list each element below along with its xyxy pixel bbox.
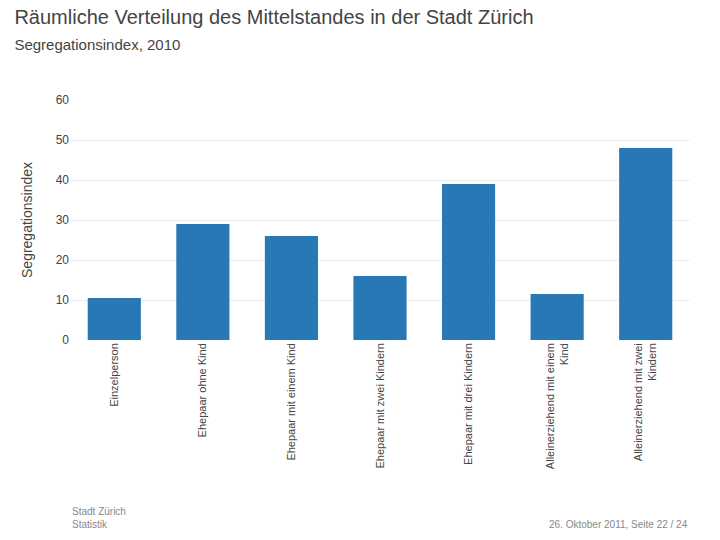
svg-text:10: 10	[56, 293, 70, 307]
svg-text:60: 60	[56, 93, 70, 107]
svg-text:20: 20	[56, 253, 70, 267]
svg-text:Alleinerziehend mit zweiKinder: Alleinerziehend mit zweiKindern	[632, 343, 658, 461]
svg-text:Ehepaar mit zwei Kindern: Ehepaar mit zwei Kindern	[374, 343, 386, 468]
svg-text:Ehepaar ohne Kind: Ehepaar ohne Kind	[196, 343, 208, 437]
svg-text:50: 50	[56, 133, 70, 147]
svg-text:26. Oktober 2011, Seite 22 / 2: 26. Oktober 2011, Seite 22 / 24	[549, 519, 688, 530]
svg-text:0: 0	[62, 333, 69, 347]
svg-text:Alleinerziehend mit einemKind: Alleinerziehend mit einemKind	[544, 343, 570, 469]
svg-text:30: 30	[56, 213, 70, 227]
svg-text:40: 40	[56, 173, 70, 187]
svg-text:Stadt ZürichStatistik: Stadt ZürichStatistik	[72, 506, 126, 530]
svg-text:Ehepaar mit einem Kind: Ehepaar mit einem Kind	[285, 343, 297, 460]
svg-text:Segregationsindex: Segregationsindex	[19, 162, 35, 278]
svg-text:Ehepaar mit drei Kindern: Ehepaar mit drei Kindern	[462, 343, 474, 465]
svg-text:Einzelperson: Einzelperson	[108, 343, 120, 407]
svg-text:Räumliche Verteilung des Mitte: Räumliche Verteilung des Mittelstandes i…	[14, 6, 533, 53]
